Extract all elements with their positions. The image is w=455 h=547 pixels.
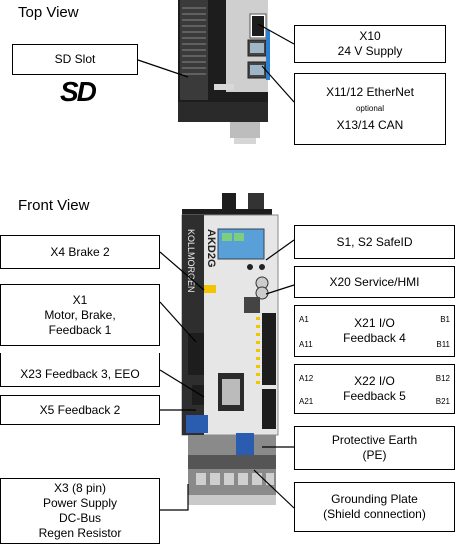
pe-label: Protective Earth (PE) <box>294 426 455 470</box>
x10-line1: X10 <box>359 29 381 43</box>
x21-line2: Feedback 4 <box>343 331 406 345</box>
grounding-line2: (Shield connection) <box>323 507 426 521</box>
x21-pin-a1: A1 <box>299 315 309 324</box>
x1-line1: X1 <box>72 292 88 307</box>
grounding-label: Grounding Plate (Shield connection) <box>294 482 455 532</box>
x4-text: X4 Brake 2 <box>50 244 110 259</box>
x5-text: X5 Feedback 2 <box>39 402 121 417</box>
x3-line3: DC-Bus <box>58 511 101 525</box>
top-view-heading: Top View <box>18 4 79 21</box>
x11-label: X11/12 EtherNet optional X13/14 CAN <box>294 73 446 145</box>
x3-line2: Power Supply <box>42 496 118 510</box>
x22-line1: X22 I/O <box>354 374 395 388</box>
sd-slot-text: SD Slot <box>54 52 96 66</box>
x11-line2: X13/14 CAN <box>336 118 404 132</box>
x1-line3: Feedback 1 <box>48 322 112 337</box>
x21-pin-b1: B1 <box>440 315 450 324</box>
x3-label: X3 (8 pin) Power Supply DC-Bus Regen Res… <box>0 478 160 544</box>
x23-label: X23 Feedback 3, EEO <box>0 353 160 387</box>
device-model-text: AKD2G <box>205 229 217 268</box>
pe-line1: Protective Earth <box>331 433 418 447</box>
front-view-heading: Front View <box>18 197 90 214</box>
x22-label: X22 I/O Feedback 5 A12 B12 A21 B21 <box>294 364 455 414</box>
device-brand-text: KOLLMORGEN <box>186 229 196 293</box>
drive-top-view-image <box>178 0 270 144</box>
x22-line2: Feedback 5 <box>343 389 406 403</box>
pe-line2: (PE) <box>362 448 387 462</box>
x21-pin-b11: B11 <box>436 340 450 349</box>
grounding-line1: Grounding Plate <box>331 492 418 506</box>
x21-pin-a11: A11 <box>299 340 313 349</box>
x21-line1: X21 I/O <box>354 316 395 330</box>
x4-label: X4 Brake 2 <box>0 235 160 269</box>
sd-logo-icon: SD <box>60 76 97 107</box>
x22-pin-a21: A21 <box>299 397 314 406</box>
x10-line2: 24 V Supply <box>337 44 403 58</box>
s1s2-label: S1, S2 SafeID <box>294 225 455 259</box>
sd-slot-label: SD Slot <box>12 44 138 75</box>
x3-line1: X3 (8 pin) <box>53 481 107 495</box>
x22-pin-a12: A12 <box>299 374 314 383</box>
x11-optional: optional <box>355 104 385 113</box>
x11-line1: X11/12 EtherNet <box>326 85 414 99</box>
x21-label: X21 I/O Feedback 4 A1 B1 A11 B11 <box>294 305 455 357</box>
s1s2-text: S1, S2 SafeID <box>336 234 413 249</box>
drive-front-view-image: KOLLMORGEN AKD2G <box>181 193 279 505</box>
x20-text: X20 Service/HMI <box>329 274 420 289</box>
x1-label: X1 Motor, Brake, Feedback 1 <box>0 284 160 346</box>
x1-line2: Motor, Brake, <box>44 307 116 322</box>
x3-line4: Regen Resistor <box>38 526 122 540</box>
x22-pin-b12: B12 <box>435 374 450 383</box>
x10-label: X10 24 V Supply <box>294 25 446 63</box>
x5-label: X5 Feedback 2 <box>0 395 160 425</box>
x20-label: X20 Service/HMI <box>294 266 455 298</box>
x23-text: X23 Feedback 3, EEO <box>20 367 140 381</box>
x22-pin-b21: B21 <box>435 397 450 406</box>
